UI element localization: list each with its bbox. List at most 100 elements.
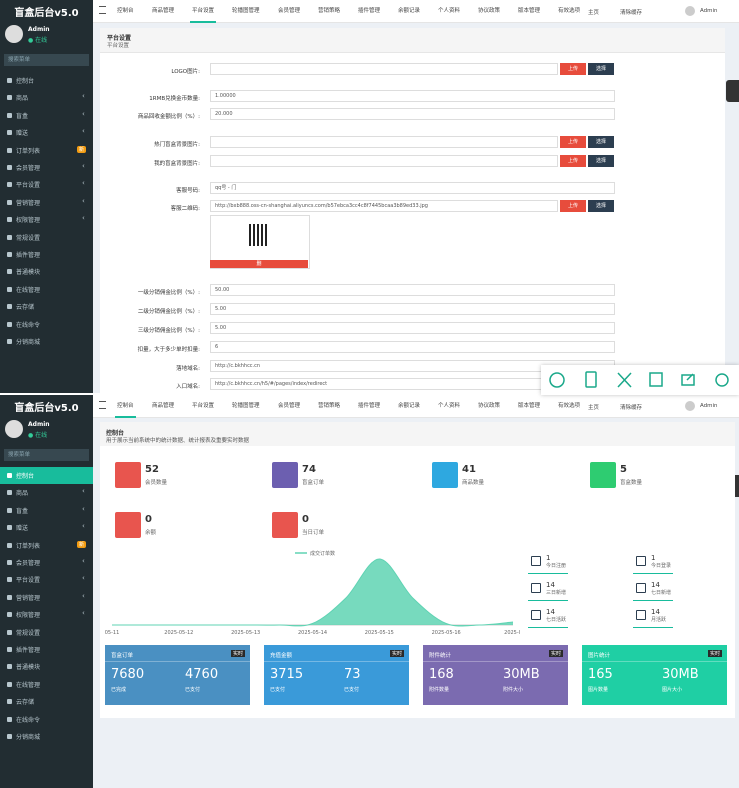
nav-item[interactable]: 控制台 xyxy=(115,395,136,418)
menu-item[interactable]: 权限管理 ‹ xyxy=(0,211,93,228)
x-tick-label: 2025-05-14 xyxy=(298,630,327,636)
menu-item[interactable]: 云存储 xyxy=(0,298,93,315)
menu-item[interactable]: 会员管理 ‹ xyxy=(0,554,93,571)
menu-item[interactable]: 权限管理 ‹ xyxy=(0,606,93,623)
nav-item[interactable]: 商品管理 xyxy=(152,8,175,14)
card-tag: 实时 xyxy=(390,650,405,657)
menu-item[interactable]: 在线管理 xyxy=(0,281,93,298)
menu-item[interactable]: 盲盒 ‹ xyxy=(0,107,93,124)
field-input[interactable]: 6 xyxy=(210,341,615,353)
field-input[interactable]: 50.00 xyxy=(210,284,615,296)
menu-item[interactable]: 普通模块 xyxy=(0,263,93,280)
menu-item[interactable]: 控制台 xyxy=(0,72,93,89)
menu-item[interactable]: 平台设置 ‹ xyxy=(0,571,93,588)
legend-label: 成交订单数 xyxy=(310,550,335,557)
choose-btn[interactable]: 选择 xyxy=(588,155,614,167)
field-input[interactable] xyxy=(210,63,558,75)
field-input[interactable] xyxy=(210,155,558,167)
menu-item[interactable]: 常规设置 xyxy=(0,624,93,641)
mini-icon xyxy=(636,556,646,566)
menu-item[interactable]: 在线管理 xyxy=(0,676,93,693)
toolbar-icons xyxy=(549,371,729,388)
nav-item[interactable]: 轮播图管理 xyxy=(232,8,260,14)
menu-arrow: ‹ xyxy=(82,162,85,170)
menu-item[interactable]: 商品 ‹ xyxy=(0,89,93,106)
nav-item[interactable]: 插件管理 xyxy=(358,8,381,14)
menu-item[interactable]: 插件管理 xyxy=(0,246,93,263)
menu-item[interactable]: 普通模块 xyxy=(0,658,93,675)
nav-user[interactable]: Admin xyxy=(700,8,718,14)
nav-item[interactable]: 个人资料 xyxy=(438,8,461,14)
qr-code xyxy=(249,224,269,246)
chart: 成交订单数 05-11 2025-05-12 2025-05-13 2025-05-14… xyxy=(105,547,522,637)
menu-item[interactable]: 赠送 ‹ xyxy=(0,124,93,141)
menu-item[interactable]: 赠送 ‹ xyxy=(0,519,93,536)
nav-item[interactable]: 协议政策 xyxy=(478,8,501,14)
field-input[interactable]: http://bxb888.oss-cn-shanghai.aliyuncs.c… xyxy=(210,200,558,212)
nav-home[interactable]: 主页 xyxy=(588,10,600,16)
menu-toggle[interactable] xyxy=(99,6,106,14)
nav-item[interactable]: 控制台 xyxy=(117,8,134,14)
menu-item[interactable]: 会员管理 ‹ xyxy=(0,159,93,176)
search-box[interactable]: 搜索菜单 xyxy=(4,449,89,461)
nav-item[interactable]: 余额记录 xyxy=(398,8,421,14)
user-status: ● 在线 xyxy=(28,432,48,439)
nav-item[interactable]: 营销策略 xyxy=(318,403,341,409)
nav-cache[interactable]: 清除缓存 xyxy=(620,405,643,411)
menu-item[interactable]: 订单列表 新 xyxy=(0,537,93,554)
upload-btn[interactable]: 上传 xyxy=(560,136,586,148)
nav-item[interactable]: 会员管理 xyxy=(278,8,301,14)
menu-item[interactable]: 分销商城 xyxy=(0,333,93,350)
nav-home[interactable]: 主页 xyxy=(588,405,600,411)
nav-item[interactable]: 余额记录 xyxy=(398,403,421,409)
menu-item[interactable]: 在线命令 xyxy=(0,316,93,333)
menu-item[interactable]: 商品 ‹ xyxy=(0,484,93,501)
upload-btn[interactable]: 上传 xyxy=(560,63,586,75)
menu-item[interactable]: 盲盒 ‹ xyxy=(0,502,93,519)
nav-user[interactable]: Admin xyxy=(700,403,718,409)
menu-item[interactable]: 分销商城 xyxy=(0,728,93,745)
upload-btn[interactable]: 上传 xyxy=(560,200,586,212)
menu-item[interactable]: 在线命令 xyxy=(0,711,93,728)
menu-item[interactable]: 常规设置 xyxy=(0,229,93,246)
menu-item[interactable]: 插件管理 xyxy=(0,641,93,658)
nav-item[interactable]: 平台设置 xyxy=(190,0,217,23)
menu-item[interactable]: 营销管理 ‹ xyxy=(0,194,93,211)
field-input[interactable]: qq号 - 门 xyxy=(210,182,615,194)
card-value-a: 3715 xyxy=(270,667,304,682)
search-box[interactable]: 搜索菜单 xyxy=(4,54,89,66)
nav-item[interactable]: 版本管理 xyxy=(518,403,541,409)
brand: 盲盒后台v5.0 xyxy=(14,403,79,414)
choose-btn[interactable]: 选择 xyxy=(588,136,614,148)
menu-item[interactable]: 订单列表 新 xyxy=(0,142,93,159)
field-input[interactable]: 5.00 xyxy=(210,322,615,334)
menu-item[interactable]: 平台设置 ‹ xyxy=(0,176,93,193)
upload-btn[interactable]: 上传 xyxy=(560,155,586,167)
choose-btn[interactable]: 选择 xyxy=(588,63,614,75)
nav-item[interactable]: 协议政策 xyxy=(478,403,501,409)
menu-icon xyxy=(7,252,12,257)
nav-item[interactable]: 商品管理 xyxy=(152,403,175,409)
nav-cache[interactable]: 清除缓存 xyxy=(620,10,643,16)
field-input[interactable]: 5.00 xyxy=(210,303,615,315)
nav-item[interactable]: 会员管理 xyxy=(278,403,301,409)
nav-item[interactable]: 插件管理 xyxy=(358,403,381,409)
nav-item[interactable]: 个人资料 xyxy=(438,403,461,409)
choose-btn[interactable]: 选择 xyxy=(588,200,614,212)
field-input[interactable]: 20.000 xyxy=(210,108,615,120)
menu-toggle[interactable] xyxy=(99,401,106,409)
nav-item[interactable]: 营销策略 xyxy=(318,8,341,14)
nav-item[interactable]: 轮播图管理 xyxy=(232,403,260,409)
menu-item[interactable]: 云存储 xyxy=(0,693,93,710)
menu-item[interactable]: 控制台 xyxy=(0,467,93,484)
field-input[interactable]: 1.00000 xyxy=(210,90,615,102)
avatar xyxy=(5,420,23,438)
nav-item[interactable]: 平台设置 xyxy=(192,403,215,409)
nav-item[interactable]: 有效选项 xyxy=(558,8,581,14)
nav-item[interactable]: 有效选项 xyxy=(558,403,581,409)
field-input[interactable] xyxy=(210,136,558,148)
delete-btn[interactable]: 删 xyxy=(210,260,308,268)
nav-item[interactable]: 版本管理 xyxy=(518,8,541,14)
card-tag: 实时 xyxy=(549,650,564,657)
menu-item[interactable]: 营销管理 ‹ xyxy=(0,589,93,606)
